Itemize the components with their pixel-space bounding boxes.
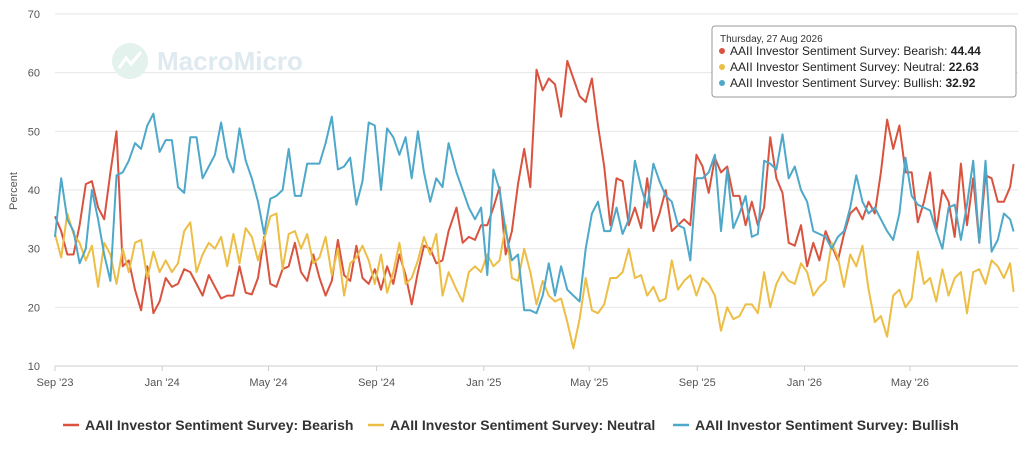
- x-tick-label: May '26: [891, 377, 929, 389]
- y-tick-label: 60: [28, 68, 40, 80]
- watermark: MacroMicro: [112, 43, 303, 79]
- y-tick-label: 70: [28, 9, 40, 21]
- legend-item-neutral[interactable]: AAII Investor Sentiment Survey: Neutral: [368, 417, 655, 433]
- tooltip-row-label: AAII Investor Sentiment Survey: Bullish:: [730, 76, 945, 90]
- legend-item-bearish[interactable]: AAII Investor Sentiment Survey: Bearish: [63, 417, 353, 433]
- legend: AAII Investor Sentiment Survey: Bearish A…: [63, 417, 959, 433]
- x-tick-label: Sep '24: [358, 377, 395, 389]
- x-tick-label: Jan '25: [466, 377, 501, 389]
- series-line-bearish: [54, 59, 1015, 315]
- y-tick-label: 40: [28, 185, 40, 197]
- tooltip-marker-bullish: [719, 80, 725, 86]
- y-tick-label: 30: [28, 244, 40, 256]
- tooltip-row-value: 32.92: [945, 76, 975, 90]
- legend-item-bullish[interactable]: AAII Investor Sentiment Survey: Bullish: [673, 417, 959, 433]
- x-tick-label: May '24: [249, 377, 287, 389]
- tooltip-marker-neutral: [719, 64, 725, 70]
- legend-label: AAII Investor Sentiment Survey: Neutral: [390, 417, 655, 433]
- tooltip: Thursday, 27 Aug 2026 AAII Investor Sent…: [711, 25, 1017, 98]
- tooltip-row-bullish: AAII Investor Sentiment Survey: Bullish:…: [730, 76, 976, 90]
- tooltip-marker-bearish: [719, 48, 725, 54]
- series-line-neutral: [54, 212, 1015, 350]
- x-tick-label: Sep '25: [679, 377, 716, 389]
- x-tick-label: Sep '23: [37, 377, 74, 389]
- y-axis-label: Percent: [8, 172, 20, 210]
- y-tick-label: 50: [28, 126, 40, 138]
- tooltip-row-label: AAII Investor Sentiment Survey: Neutral:: [730, 60, 949, 74]
- x-tick-label: Jan '24: [145, 377, 180, 389]
- tooltip-row-label: AAII Investor Sentiment Survey: Bearish:: [730, 44, 951, 58]
- series-lines: [54, 59, 1015, 350]
- series-line-bullish: [54, 112, 1015, 315]
- tooltip-row-neutral: AAII Investor Sentiment Survey: Neutral:…: [730, 60, 979, 74]
- tooltip-box: [711, 25, 1017, 98]
- tooltip-date: Thursday, 27 Aug 2026: [720, 34, 823, 45]
- y-tick-label: 10: [28, 361, 40, 373]
- legend-label: AAII Investor Sentiment Survey: Bullish: [695, 417, 959, 433]
- y-tick-label: 20: [28, 302, 40, 314]
- legend-label: AAII Investor Sentiment Survey: Bearish: [85, 417, 353, 433]
- tooltip-row-value: 22.63: [949, 60, 979, 74]
- x-axis-ticks: Sep '23 Jan '24 May '24 Sep '24 Jan '25 May '…: [37, 366, 929, 389]
- x-tick-label: Jan '26: [787, 377, 822, 389]
- x-tick-label: May '25: [570, 377, 608, 389]
- watermark-text: MacroMicro: [157, 46, 303, 76]
- tooltip-row-bearish: AAII Investor Sentiment Survey: Bearish:…: [730, 44, 981, 58]
- y-axis-ticks: 10 20 30 40 50 60 70: [28, 9, 40, 373]
- tooltip-row-value: 44.44: [951, 44, 981, 58]
- watermark-logo-mark: [117, 51, 143, 69]
